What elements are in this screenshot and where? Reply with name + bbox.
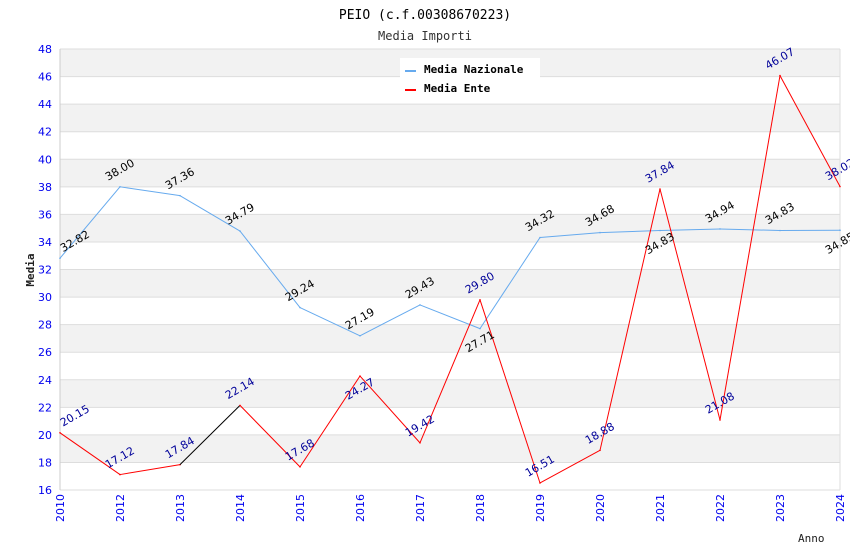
y-tick-label: 18: [38, 456, 52, 469]
x-tick-label: 2021: [654, 494, 667, 522]
x-tick-label: 2015: [294, 494, 307, 522]
x-axis-label: Anno: [798, 532, 825, 545]
series-segment-ente: [119, 464, 181, 476]
series-segment-nazionale: [359, 304, 421, 337]
grid-band: [60, 434, 840, 463]
series-segment-ente: [299, 375, 361, 468]
grid-band: [60, 214, 840, 242]
x-tick-label: 2013: [174, 494, 187, 522]
grid-band: [60, 324, 840, 353]
x-tick-label: 2017: [414, 494, 427, 522]
y-tick-label: 44: [38, 98, 52, 111]
series-segment-nazionale: [119, 186, 181, 197]
y-tick-label: 32: [38, 264, 52, 277]
y-tick-label: 28: [38, 319, 52, 332]
x-tick-label: 2020: [594, 494, 607, 522]
series-segment-ente: [659, 188, 721, 421]
series-segment-nazionale: [299, 307, 361, 337]
data-point-nazionale: [839, 229, 841, 232]
series-segment-ente: [179, 405, 241, 465]
series-segment-nazionale: [659, 228, 721, 231]
legend: Media Nazionale Media Ente: [400, 58, 540, 98]
chart-subtitle: Media Importi: [378, 29, 472, 43]
y-tick-label: 46: [38, 71, 52, 84]
grid-band: [60, 159, 840, 187]
series-segment-nazionale: [239, 230, 301, 308]
y-tick-label: 26: [38, 346, 52, 359]
data-point-ente: [839, 185, 841, 188]
y-tick-label: 22: [38, 401, 52, 414]
series-segment-ente: [239, 405, 301, 468]
series-segment-ente: [59, 432, 121, 475]
grid-band: [60, 104, 840, 132]
series-segment-ente: [779, 75, 841, 187]
y-tick-label: 48: [38, 43, 52, 56]
series-segment-ente: [539, 449, 601, 484]
y-tick-label: 24: [38, 374, 52, 387]
x-tick-label: 2012: [114, 494, 127, 522]
legend-label-ente: Media Ente: [424, 82, 491, 95]
grid-band: [60, 379, 840, 408]
legend-label-nazionale: Media Nazionale: [424, 63, 524, 76]
chart-title: PEIO (c.f.00308670223): [339, 8, 511, 23]
x-tick-label: 2024: [834, 494, 847, 522]
series-segment-nazionale: [539, 232, 601, 239]
x-tick-label: 2014: [234, 494, 247, 522]
series-segment-nazionale: [59, 186, 121, 259]
x-tick-label: 2010: [54, 494, 67, 522]
y-tick-label: 34: [38, 236, 52, 249]
series-segment-ente: [419, 299, 481, 444]
y-axis-label: Media: [24, 253, 37, 286]
series-segment-nazionale: [719, 228, 781, 231]
series-segment-ente: [599, 188, 661, 451]
series-segment-ente: [479, 299, 541, 484]
y-tick-label: 40: [38, 153, 52, 166]
y-tick-label: 16: [38, 484, 52, 497]
x-tick-label: 2023: [774, 494, 787, 522]
series-segment-ente: [359, 375, 421, 444]
x-tick-label: 2016: [354, 494, 367, 522]
x-tick-label: 2018: [474, 494, 487, 522]
x-tick-label: 2019: [534, 494, 547, 522]
y-tick-label: 38: [38, 181, 52, 194]
y-tick-label: 30: [38, 291, 52, 304]
series-segment-ente: [719, 75, 781, 421]
x-tick-label: 2022: [714, 494, 727, 522]
series-segment-nazionale: [179, 195, 241, 232]
grid-band: [60, 269, 840, 298]
series-segment-nazionale: [479, 237, 541, 329]
y-tick-label: 42: [38, 126, 52, 139]
y-tick-label: 36: [38, 208, 52, 221]
y-tick-label: 20: [38, 429, 52, 442]
